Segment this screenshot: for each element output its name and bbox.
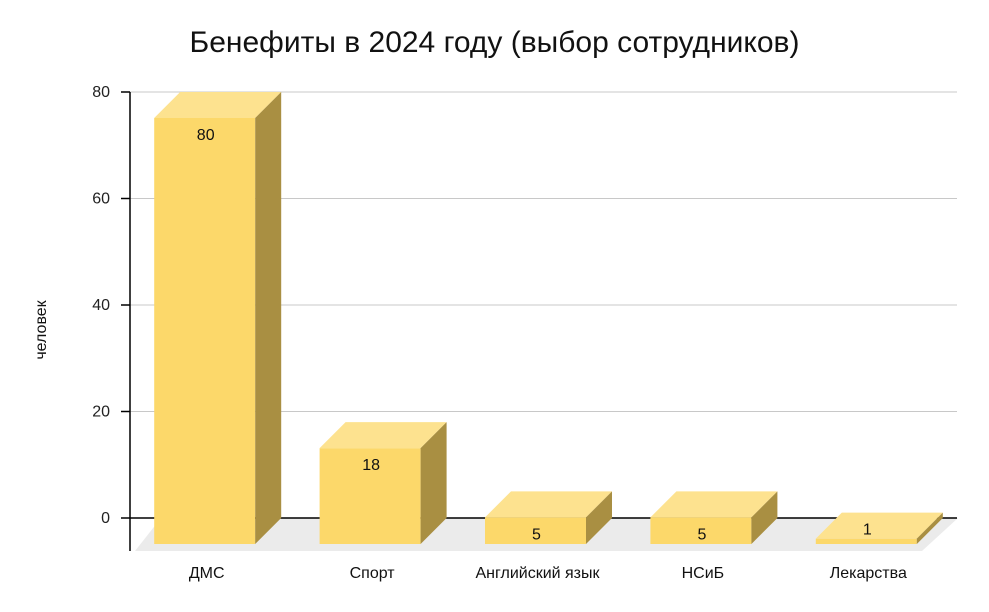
category-label: Спорт (350, 565, 396, 582)
data-label: 5 (697, 526, 706, 543)
y-axis: 0 20 40 60 80 (92, 84, 131, 551)
y-tick-label: 0 (101, 510, 110, 527)
y-tick-label: 60 (92, 191, 110, 208)
bar (485, 491, 612, 544)
bar-top (650, 491, 778, 518)
bar-top (154, 92, 282, 118)
data-label: 80 (197, 127, 215, 144)
bar-front (815, 538, 917, 544)
bar (154, 92, 282, 544)
bar-side (255, 92, 282, 544)
bar-top (815, 512, 943, 539)
category-labels: ДМС Спорт Английский язык НСиБ Лекарства (189, 565, 907, 582)
bar (319, 422, 447, 544)
bar-side (420, 422, 447, 544)
category-label: Английский язык (475, 565, 600, 582)
bar (815, 512, 943, 544)
bars (154, 92, 943, 544)
bar-top (319, 422, 447, 449)
data-label: 1 (863, 522, 872, 539)
bar-side (751, 491, 778, 544)
y-tick-label: 40 (92, 297, 110, 314)
y-tick-label: 20 (92, 404, 110, 421)
data-label: 18 (362, 457, 380, 474)
bar-side (586, 491, 612, 544)
category-label: НСиБ (682, 565, 725, 582)
y-tick-label: 80 (92, 84, 110, 101)
bar-front (650, 517, 752, 544)
data-label: 5 (532, 526, 541, 543)
bar-front (319, 448, 421, 544)
bar-front (154, 118, 256, 544)
bar (650, 491, 778, 544)
y-axis-title: человек (33, 299, 50, 359)
category-label: ДМС (189, 565, 225, 582)
bar-front (485, 517, 586, 544)
bar-side (916, 512, 943, 544)
bar-top (485, 491, 612, 518)
chart-title: Бенефиты в 2024 году (выбор сотрудников) (189, 26, 800, 59)
category-label: Лекарства (830, 565, 907, 582)
data-labels: 80 18 5 5 1 (197, 127, 872, 543)
